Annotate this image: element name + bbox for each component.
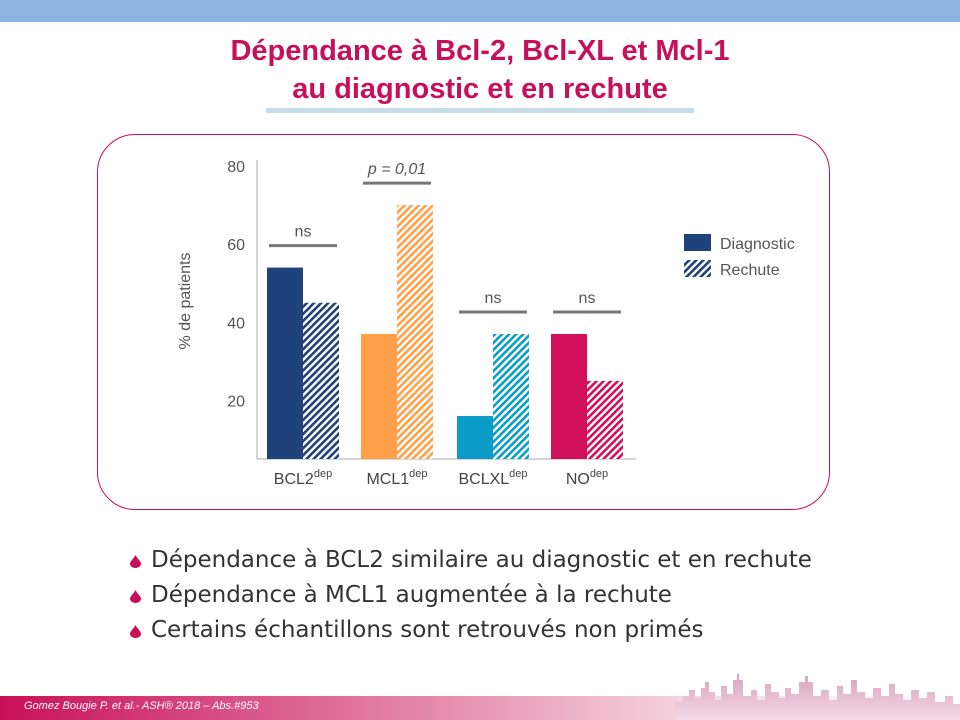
slide-title-line2: au diagnostic et en rechute — [292, 73, 668, 105]
significance-label: ns — [485, 290, 502, 307]
drop-bullet-icon — [130, 590, 141, 603]
x-tick-label: BCL2dep — [274, 468, 332, 488]
bullet-text: Dépendance à MCL1 augmentée à la rechute — [151, 582, 672, 608]
y-tick-label: 20 — [227, 393, 245, 410]
chart-panel — [97, 134, 830, 510]
y-tick-label: 40 — [227, 315, 245, 332]
bullet-item: Dépendance à BCL2 similaire au diagnosti… — [130, 543, 812, 578]
y-tick-label: 60 — [227, 237, 245, 254]
slide-title-line1: Dépendance à Bcl-2, Bcl-XL et Mcl-1 — [230, 35, 730, 67]
city-skyline-image — [675, 674, 960, 720]
legend-swatch-diagnostic — [684, 234, 711, 251]
significance-label: ns — [579, 290, 596, 307]
bullet-item: Certains échantillons sont retrouvés non… — [130, 613, 812, 648]
bar-diagnostic-no — [551, 333, 587, 459]
x-tick-label: BCLXLdep — [458, 468, 527, 488]
legend-label-rechute: Rechute — [720, 262, 780, 279]
x-tick-label: MCL1dep — [366, 468, 427, 488]
bullet-text: Dépendance à BCL2 similaire au diagnosti… — [151, 547, 812, 573]
bullet-list: Dépendance à BCL2 similaire au diagnosti… — [130, 543, 812, 648]
significance-label: ns — [295, 224, 312, 241]
bar-rechute-bclxl — [493, 333, 529, 459]
bar-diagnostic-bcl2 — [267, 267, 303, 459]
y-axis-label: % de patients — [177, 253, 194, 350]
significance-label: p = 0,01 — [367, 161, 426, 178]
bar-diagnostic-bclxl — [457, 416, 493, 459]
bullet-text: Certains échantillons sont retrouvés non… — [151, 617, 704, 643]
footer-citation: Gomez Bougie P. et al.- ASH® 2018 – Abs.… — [24, 700, 259, 712]
bar-rechute-no — [587, 380, 623, 459]
title-underline — [266, 108, 694, 113]
bar-rechute-mcl1 — [397, 205, 433, 459]
slide-title: Dépendance à Bcl-2, Bcl-XL et Mcl-1 au d… — [0, 32, 960, 108]
top-banner — [0, 0, 960, 22]
legend-swatch-rechute — [684, 260, 711, 277]
bar-rechute-bcl2 — [303, 302, 339, 459]
drop-bullet-icon — [130, 625, 141, 638]
bullet-item: Dépendance à MCL1 augmentée à la rechute — [130, 578, 812, 613]
y-tick-label: 80 — [227, 159, 245, 176]
x-tick-label: NOdep — [566, 468, 608, 488]
legend-label-diagnostic: Diagnostic — [720, 236, 795, 253]
drop-bullet-icon — [130, 555, 141, 568]
bar-diagnostic-mcl1 — [361, 333, 397, 459]
